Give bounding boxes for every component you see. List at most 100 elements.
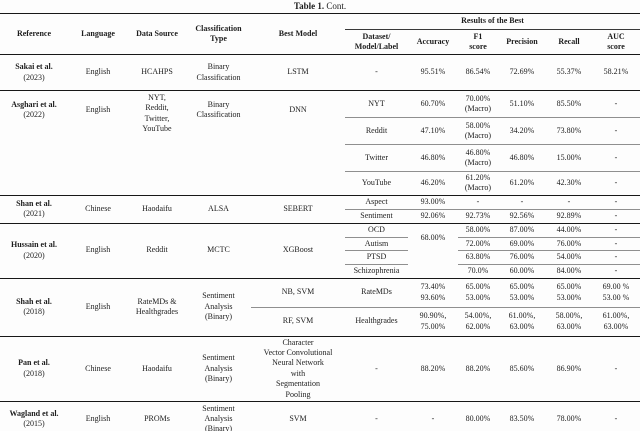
f1-cell: 92.73% [465,211,491,221]
table-row: Schizophrenia 70.0% 60.00% 84.00% - [0,264,640,278]
reference-name: Sakai et al. [15,62,53,72]
reference-year: (2023) [23,72,45,82]
reference-cell: Shah et al. (2018) [0,278,68,336]
classification-type-cell: Binary Classification [196,62,241,82]
dataset-cell: RateMDs [345,278,408,308]
auc-cell: - [592,237,640,252]
results-table: Reference Language Data Source Classific… [0,13,640,431]
dataset-cell: - [375,363,378,373]
table-caption-number: Table 1. [293,1,325,11]
classification-type-cell: Sentiment Analysis (Binary) [202,353,235,383]
table-row: YouTube 46.20% 61.20% (Macro) 61.20% 42.… [0,172,640,196]
section-asghari: Asghari et al. (2022) English NYT, Reddit… [0,90,640,196]
accuracy-cell: 46.20% [420,178,446,188]
precision-cell: 69.00% [498,237,546,252]
recall-cell: 42.30% [556,178,582,188]
best-model-cell: XGBoost [282,245,314,255]
auc-cell: 69.00 % 53.00 % [592,278,640,308]
accuracy-cell: 95.51% [420,67,446,77]
precision-cell: 65.00% 53.00% [498,278,546,308]
reference-year: (2015) [23,419,45,429]
f1-cell: 65.00% 53.00% [458,278,498,308]
table-row: Hussain et al. (2020) English Reddit MCTC… [0,223,640,260]
f1-cell: 70.0% [467,265,489,275]
reference-name: Pan et al. [18,358,50,368]
col-header-classification-type: Classification Type [195,23,242,43]
best-model-cell: Character Vector Convolutional Neural Ne… [263,337,333,399]
auc-cell: - [592,223,640,238]
language-cell: English [85,105,111,114]
recall-cell: 78.00% [556,413,582,423]
reference-cell: Wagland et al. (2015) [0,401,68,431]
precision-cell: 76.00% [498,250,546,265]
col-header-precision: Precision [506,36,538,46]
dataset-cell: OCD [345,223,408,238]
table-row: Asghari et al. (2022) English NYT, Reddit… [0,90,640,133]
col-header-f1: F1 score [469,31,487,51]
col-header-auc: AUC score [607,31,625,51]
reference-cell: Sakai et al. (2023) [0,55,68,91]
reference-cell: Asghari et al. (2022) [0,91,68,196]
header-row-group: Reference Language Data Source Classific… [0,13,640,43]
reference-cell: Shan et al. (2021) [0,195,68,223]
language-cell: English [85,67,111,77]
language-cell: English [85,301,111,311]
auc-cell: - [592,144,640,172]
recall-cell: 92.89% [556,211,582,221]
col-header-results-group: Results of the Best [345,13,640,30]
accuracy-cell: 90.90%, 75.00% [419,311,447,331]
section-wagland: Wagland et al. (2015) English PROMs Senti… [0,401,640,431]
f1-cell: 61.20% (Macro) [464,173,492,193]
recall-cell: 85.50% [546,90,592,118]
data-source-cell: NYT, Reddit, Twitter, YouTube [142,93,172,134]
col-header-best-model: Best Model [278,28,318,38]
precision-cell: 92.56% [509,211,535,221]
precision-cell: 51.10% [498,90,546,118]
dataset-cell: Reddit [345,117,408,145]
col-header-data-source: Data Source [136,28,178,38]
accuracy-cell: 92.06% [420,211,446,221]
accuracy-cell: 46.80% [408,144,458,172]
dataset-cell: NYT [345,90,408,118]
dataset-cell: Aspect [345,195,408,210]
auc-cell: - [592,90,640,118]
reference-year: (2021) [23,209,45,219]
auc-cell: - [614,363,618,373]
accuracy-cell: 60.70% [408,90,458,118]
language-cell: Chinese [85,363,111,373]
language-cell: English [85,245,111,255]
table-row: Pan et al. (2018) Chinese Haodaifu Sentim… [0,336,640,401]
dataset-cell: - [375,67,378,77]
table-caption: Table 1. Cont. [0,0,640,13]
accuracy-cell: 47.10% [408,117,458,145]
auc-cell: - [592,250,640,265]
f1-cell: 86.54% [465,67,491,77]
table-row: Sakai et al. (2023) English HCAHPS Binary… [0,55,640,91]
precision-cell: 61.20% [509,178,535,188]
f1-cell: 58.00% [458,223,498,238]
classification-type-cell: Sentiment Analysis (Binary) [202,291,235,322]
accuracy-cell: - [431,413,435,423]
recall-cell: 65.00% 53.00% [546,278,592,308]
table-row: Sentiment 92.06% 92.73% 92.56% 92.89% - [0,209,640,223]
dataset-cell: - [375,413,378,423]
table-header: Reference Language Data Source Classific… [0,13,640,55]
classification-type-cell: Binary Classification [196,100,241,120]
f1-cell: 46.80% (Macro) [458,144,498,172]
data-source-cell: RateMDs & Healthgrades [135,296,179,317]
auc-cell: - [614,178,618,188]
dataset-cell: Sentiment [360,211,393,221]
auc-cell: 58.21% [603,67,629,77]
best-model-cell: NB, SVM [251,278,345,308]
dataset-cell: Healthgrades [355,316,398,326]
reference-name: Shah et al. [16,296,52,306]
recall-cell: 55.37% [556,67,582,77]
auc-cell: - [614,265,618,275]
reference-year: (2020) [23,250,45,260]
auc-cell: - [592,195,640,210]
classification-type-cell: MCTC [207,245,230,255]
recall-cell: 84.00% [556,265,582,275]
col-header-recall: Recall [558,36,580,46]
f1-cell: 70.00% (Macro) [458,90,498,118]
